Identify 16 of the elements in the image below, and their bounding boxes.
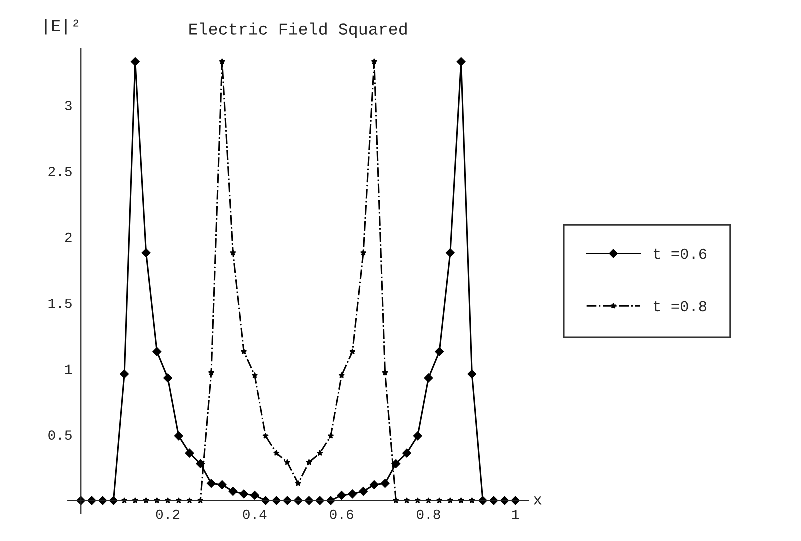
y-tick-label: 2 [65, 232, 72, 242]
legend-label: t =0.6 [654, 248, 707, 260]
legend-label: t =0.8 [654, 301, 707, 312]
y-axis-title: |E|² [45, 19, 79, 35]
y-tick-label: 3 [65, 101, 72, 111]
x-tick-label: 0.8 [417, 510, 440, 520]
y-tick-label: 1.5 [48, 298, 72, 308]
x-tick-label: 1 [512, 510, 520, 520]
chart-title: Electric Field Squared [190, 22, 407, 38]
y-tick-label: 2.5 [48, 167, 72, 176]
x-axis-title: x [534, 496, 542, 505]
y-tick-label: 0.5 [48, 430, 72, 440]
x-tick-label: 0.4 [243, 510, 267, 520]
y-tick-label: 1 [65, 364, 72, 374]
x-tick-label: 0.6 [330, 510, 354, 520]
x-tick-label: 0.2 [156, 510, 180, 520]
